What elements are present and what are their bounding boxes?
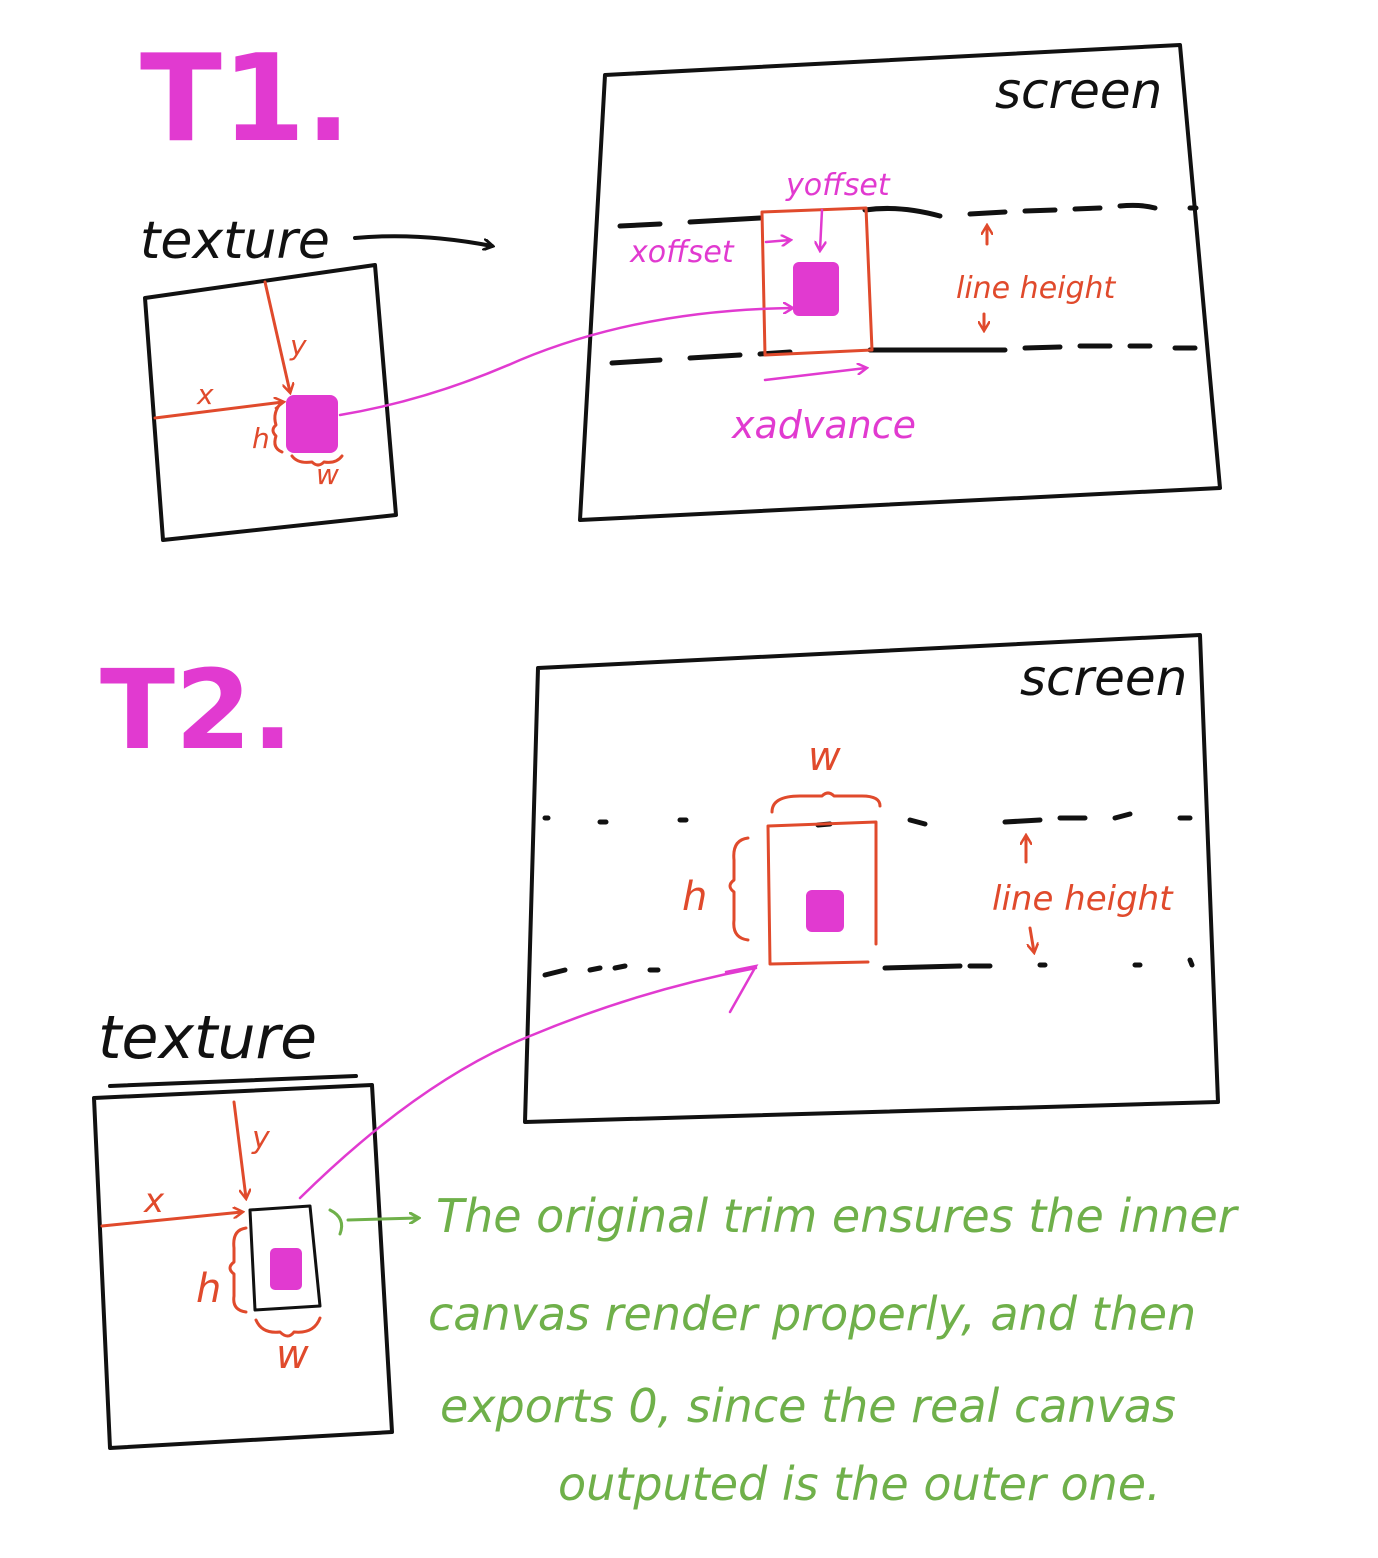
t2-line-height-down-arrow bbox=[1030, 926, 1034, 952]
t2-texture-box bbox=[92, 1083, 394, 1450]
t2-screen-h-label: h bbox=[682, 874, 707, 920]
t2-texture-w-label: w bbox=[276, 1332, 309, 1378]
t2-screen-glyph-box bbox=[766, 820, 878, 966]
t2-texture-outer-box bbox=[248, 1204, 322, 1312]
t1-texture-box bbox=[143, 263, 398, 542]
t1-screen-box bbox=[578, 43, 1222, 522]
t2-screen-w-brace bbox=[770, 791, 882, 814]
t1-xadvance-arrow bbox=[763, 368, 866, 382]
t1-yoffset-arrow bbox=[820, 208, 822, 250]
t1-yoffset-label: yoffset bbox=[785, 168, 891, 203]
t2-x-arrow bbox=[100, 1212, 242, 1228]
t2-note-line-2: canvas render properly, and then bbox=[428, 1287, 1196, 1341]
t2-screen-box bbox=[523, 633, 1220, 1124]
t1-xoffset-arrow bbox=[764, 240, 790, 242]
t1-texture-label: texture bbox=[140, 211, 330, 271]
t1-w-label: w bbox=[316, 458, 339, 491]
t2-note-line-3: exports 0, since the real canvas bbox=[440, 1379, 1176, 1433]
t2-texture-label: texture bbox=[98, 1003, 317, 1073]
t1-y-arrow bbox=[263, 280, 290, 392]
t2-note-arrow bbox=[346, 1218, 418, 1220]
t2-texture-h-label: h bbox=[196, 1266, 221, 1312]
t1-screen-label: screen bbox=[995, 62, 1162, 120]
t1-screen-glyph-box bbox=[760, 206, 874, 357]
t1-w-brace bbox=[290, 454, 344, 467]
t1-h-brace bbox=[271, 400, 284, 454]
t2-screen-w-label: w bbox=[808, 734, 841, 780]
t2-y-arrow bbox=[232, 1100, 246, 1198]
t2-texture-glyph bbox=[270, 1248, 302, 1290]
t2-screen-label: screen bbox=[1020, 649, 1187, 707]
t2-x-label: x bbox=[143, 1181, 165, 1221]
t2-texture-w-brace bbox=[254, 1316, 322, 1338]
t1-texture-to-screen-arrow bbox=[353, 234, 492, 246]
t2-mapping-arrow bbox=[298, 966, 758, 1200]
t1-texture-glyph bbox=[286, 395, 338, 453]
t2-line-height-label: line height bbox=[992, 879, 1174, 919]
t1-section: T1. texture x y h w screen yoffset xoffs… bbox=[140, 30, 1222, 542]
t1-mapping-arrow bbox=[338, 308, 792, 417]
t2-y-label: y bbox=[251, 1121, 271, 1156]
t2-section: T2. screen w h line height texture x y bbox=[92, 633, 1240, 1511]
t2-mapping-arrowhead bbox=[724, 964, 759, 1014]
t2-heading: T2. bbox=[100, 646, 293, 774]
t1-screen-glyph bbox=[793, 262, 839, 316]
t2-bottom-line bbox=[542, 957, 1195, 978]
t2-note-line-4: outputed is the outer one. bbox=[558, 1457, 1161, 1511]
t1-xadvance-label: xadvance bbox=[731, 403, 916, 447]
t2-note-brace bbox=[328, 1208, 344, 1236]
t1-h-label: h bbox=[252, 422, 270, 455]
t1-xoffset-label: xoffset bbox=[629, 235, 735, 270]
t1-top-line bbox=[617, 202, 1199, 229]
t2-screen-glyph bbox=[806, 890, 844, 932]
t1-line-height-label: line height bbox=[956, 271, 1117, 306]
t2-screen-h-brace bbox=[728, 836, 750, 942]
t1-y-label: y bbox=[289, 329, 307, 362]
t1-x-arrow bbox=[153, 402, 283, 420]
t1-bottom-line bbox=[609, 343, 1198, 366]
t2-texture-h-brace bbox=[228, 1226, 248, 1314]
t2-note-line-1: The original trim ensures the inner bbox=[436, 1189, 1240, 1243]
t2-texture-label-underline bbox=[108, 1074, 358, 1088]
t1-x-label: x bbox=[196, 378, 214, 411]
t1-heading: T1. bbox=[140, 30, 351, 169]
